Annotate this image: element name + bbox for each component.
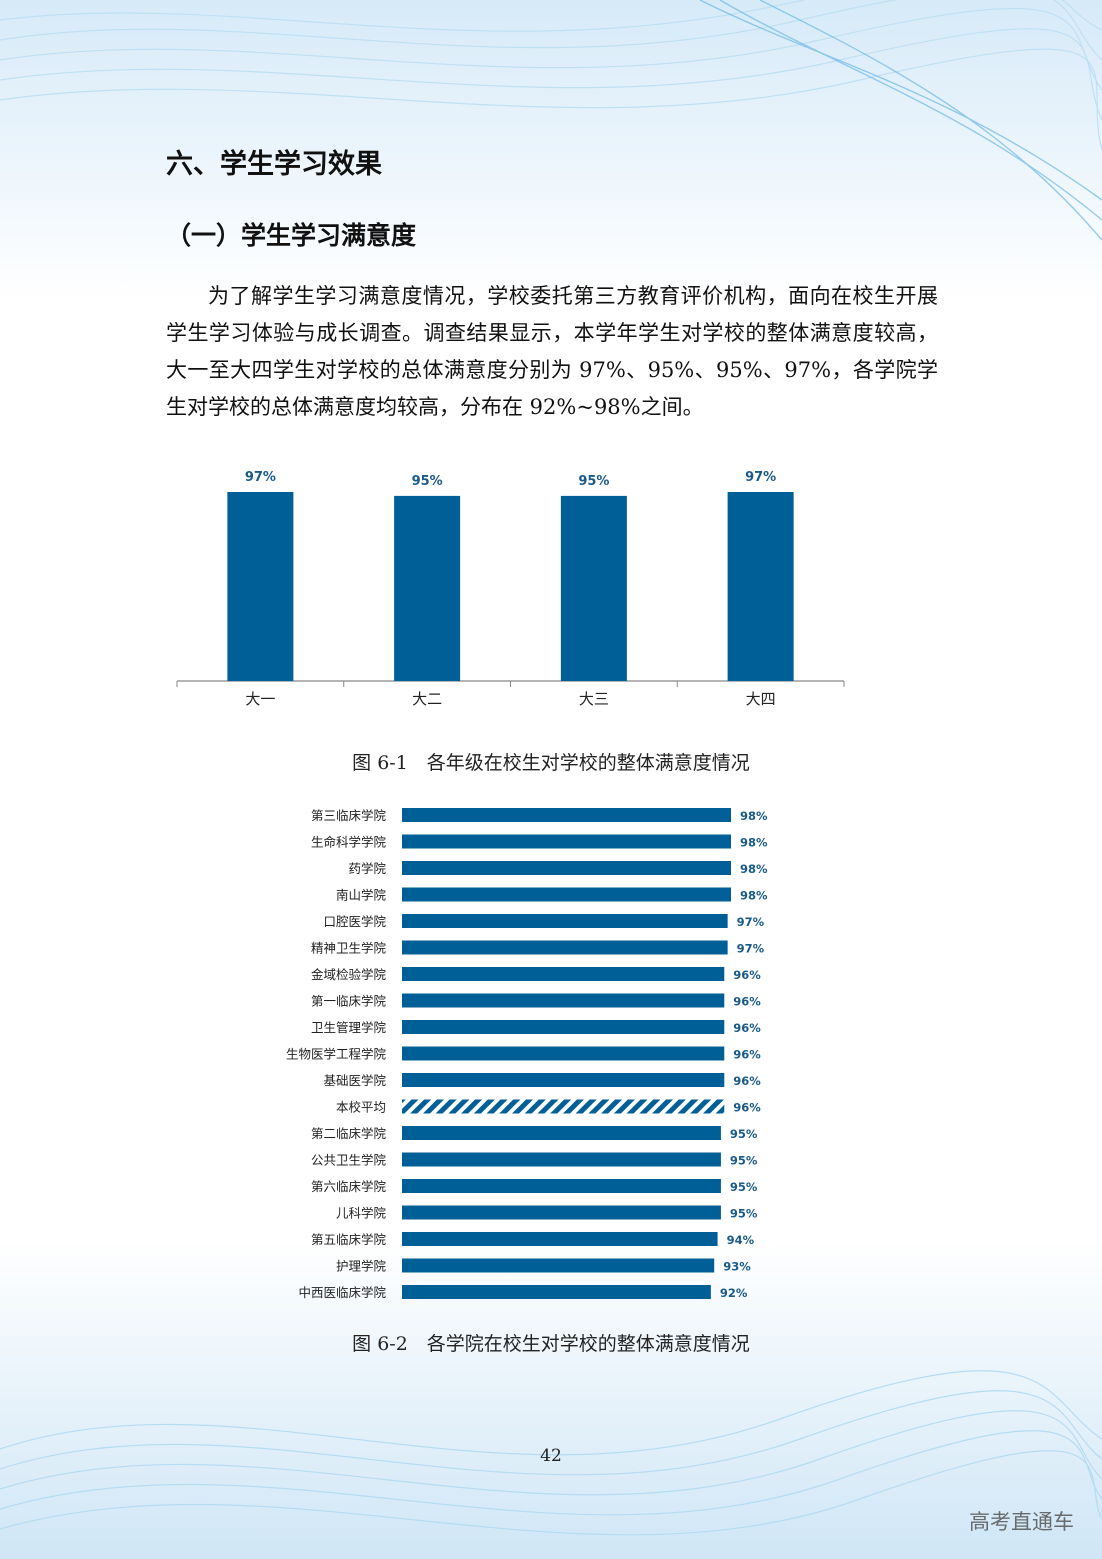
y-tick-label: 生物医学工程学院 [286, 1047, 387, 1062]
bar-value-label: 95% [730, 1180, 758, 1194]
x-tick-label: 大三 [579, 690, 609, 708]
y-tick-label: 第一临床学院 [311, 994, 387, 1009]
bar-5 [402, 914, 728, 928]
bar-11 [402, 1073, 725, 1087]
y-tick-label: 第二临床学院 [311, 1126, 387, 1141]
bar-value-label: 98% [740, 862, 768, 876]
bar-value-label: 97% [245, 470, 276, 485]
bar-value-label: 95% [730, 1154, 758, 1168]
bar-3 [560, 495, 627, 681]
y-tick-label: 药学院 [348, 861, 386, 876]
bar-value-label: 96% [733, 968, 761, 982]
y-tick-label: 基础医学院 [323, 1073, 386, 1088]
bar-2 [394, 495, 461, 681]
bar-value-label: 98% [740, 809, 768, 823]
watermark: 高考直通车 [969, 1510, 1074, 1534]
x-tick-label: 大一 [245, 690, 275, 708]
bar-3 [402, 861, 731, 875]
y-tick-label: 中西医临床学院 [298, 1285, 386, 1300]
bar-2 [402, 834, 731, 849]
page-number: 42 [540, 1446, 562, 1466]
bar-4 [402, 887, 731, 902]
bar-value-label: 98% [740, 889, 768, 903]
y-tick-label: 精神卫生学院 [311, 941, 387, 956]
y-tick-label: 本校平均 [336, 1100, 386, 1115]
bar-17 [402, 1232, 718, 1246]
y-tick-label: 南山学院 [336, 888, 387, 903]
subsection-heading: （一）学生学习满意度 [166, 221, 417, 250]
bar-value-label: 96% [733, 1101, 761, 1115]
body-paragraph: 为了解学生学习满意度情况，学校委托第三方教育评价机构，面向在校生开展学生学习体验… [166, 284, 938, 419]
bar-10 [402, 1046, 725, 1061]
bar-value-label: 98% [740, 836, 768, 850]
bar-18 [402, 1258, 715, 1273]
y-tick-label: 金域检验学院 [311, 967, 387, 982]
bar-value-label: 95% [730, 1127, 758, 1141]
college-satisfaction-chart: 第三临床学院 98% 生命科学学院 98% 药学院 98% 南山学院 98% 口腔医学院 97% 精… [286, 808, 768, 1300]
bar-value-label: 95% [412, 474, 443, 489]
bar-14 [402, 1152, 721, 1167]
bar-value-label: 95% [578, 474, 609, 489]
bar-6 [402, 940, 728, 955]
y-tick-label: 生命科学学院 [311, 835, 387, 850]
y-tick-label: 护理学院 [336, 1259, 387, 1274]
average-bar [402, 1099, 725, 1114]
bar-value-label: 96% [733, 1074, 761, 1088]
bar-value-label: 95% [730, 1207, 758, 1221]
y-tick-label: 卫生管理学院 [311, 1020, 387, 1035]
bar-16 [402, 1205, 721, 1220]
bar-value-label: 96% [733, 1048, 761, 1062]
x-tick-label: 大四 [746, 690, 776, 708]
bar-value-label: 93% [723, 1260, 751, 1274]
y-tick-label: 第六临床学院 [311, 1179, 387, 1194]
bar-1 [402, 808, 731, 822]
section-heading: 六、学生学习效果 [166, 149, 382, 180]
bar-4 [727, 492, 794, 681]
bar-value-label: 96% [733, 1021, 761, 1035]
bar-9 [402, 1020, 725, 1034]
bar-8 [402, 993, 725, 1008]
y-tick-label: 第三临床学院 [311, 808, 387, 823]
bar-value-label: 96% [733, 995, 761, 1009]
bar-value-label: 97% [737, 942, 765, 956]
y-tick-label: 口腔医学院 [323, 914, 386, 929]
bar-19 [402, 1285, 711, 1299]
y-tick-label: 公共卫生学院 [311, 1153, 387, 1168]
y-tick-label: 儿科学院 [336, 1206, 387, 1221]
bar-7 [402, 967, 725, 981]
y-tick-label: 第五临床学院 [311, 1232, 387, 1247]
bar-value-label: 94% [727, 1233, 755, 1247]
figure-2-caption: 图 6-2 各学院在校生对学校的整体满意度情况 [352, 1333, 750, 1355]
grade-satisfaction-chart: 97% 大一 95% 大二 95% 大三 97% 大四 [176, 470, 845, 708]
bar-value-label: 97% [737, 915, 765, 929]
figure-1-caption: 图 6-1 各年级在校生对学校的整体满意度情况 [352, 752, 750, 774]
bar-15 [402, 1179, 721, 1193]
bar-value-label: 92% [720, 1286, 748, 1300]
x-tick-label: 大二 [412, 690, 442, 708]
bar-13 [402, 1126, 721, 1140]
bar-1 [227, 492, 294, 681]
bar-value-label: 97% [745, 470, 776, 485]
